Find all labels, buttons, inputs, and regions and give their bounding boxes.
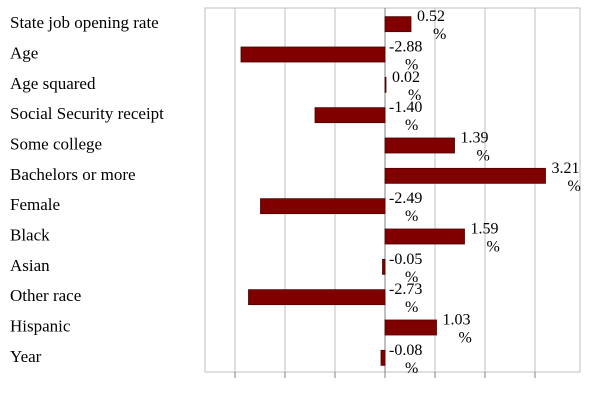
- category-label: Some college: [10, 135, 102, 154]
- plot-frame: [204, 7, 581, 373]
- category-label: Asian: [10, 256, 50, 275]
- data-label: -2.88%: [389, 39, 422, 74]
- data-label: -1.40%: [389, 99, 422, 134]
- data-label: -2.49%: [389, 190, 422, 225]
- bars: [240, 16, 546, 366]
- bar-year: [380, 349, 386, 366]
- bar-other-race: [248, 289, 386, 306]
- category-label: Year: [10, 347, 42, 366]
- category-label: Social Security receipt: [10, 104, 164, 123]
- category-label: Age: [10, 44, 38, 63]
- data-label: 1.03%: [443, 312, 472, 347]
- data-label: 1.59%: [471, 221, 500, 256]
- data-label: 1.39%: [461, 130, 490, 165]
- bar-some-college: [384, 137, 455, 154]
- data-label: -0.08%: [389, 342, 422, 377]
- bar-age: [240, 46, 386, 63]
- plot-border: [204, 7, 581, 373]
- category-label: Age squared: [10, 74, 96, 93]
- category-label: Female: [10, 195, 60, 214]
- category-label: Other race: [10, 286, 81, 305]
- category-label: Bachelors or more: [10, 165, 136, 184]
- x-axis-ticks: [234, 372, 536, 378]
- bar-age-squared: [384, 76, 387, 93]
- data-label: 0.52%: [417, 8, 446, 43]
- data-label: -2.73%: [389, 281, 422, 316]
- category-label: Black: [10, 226, 50, 245]
- data-label: 0.02%: [392, 69, 421, 104]
- data-labels: 0.52 %-2.88 %0.02 %-1.40 % 1.39 % 3.21 % -2.49 % 1.…: [389, 8, 581, 377]
- category-label: State job opening rate: [10, 13, 159, 32]
- bar-bachelors-or-more: [384, 167, 546, 184]
- category-labels: State job opening rate Age Age squared Soci…: [10, 13, 164, 366]
- data-label: -0.05%: [389, 251, 422, 286]
- category-label: Hispanic: [10, 317, 71, 336]
- bar-social-security-receipt: [314, 107, 386, 124]
- data-label: 3.21%: [552, 160, 581, 195]
- bar-black: [384, 228, 465, 245]
- bar-hispanic: [384, 319, 437, 336]
- bar-female: [260, 198, 386, 215]
- bar-asian: [382, 258, 386, 275]
- bar-state-job-opening-rate: [384, 16, 412, 33]
